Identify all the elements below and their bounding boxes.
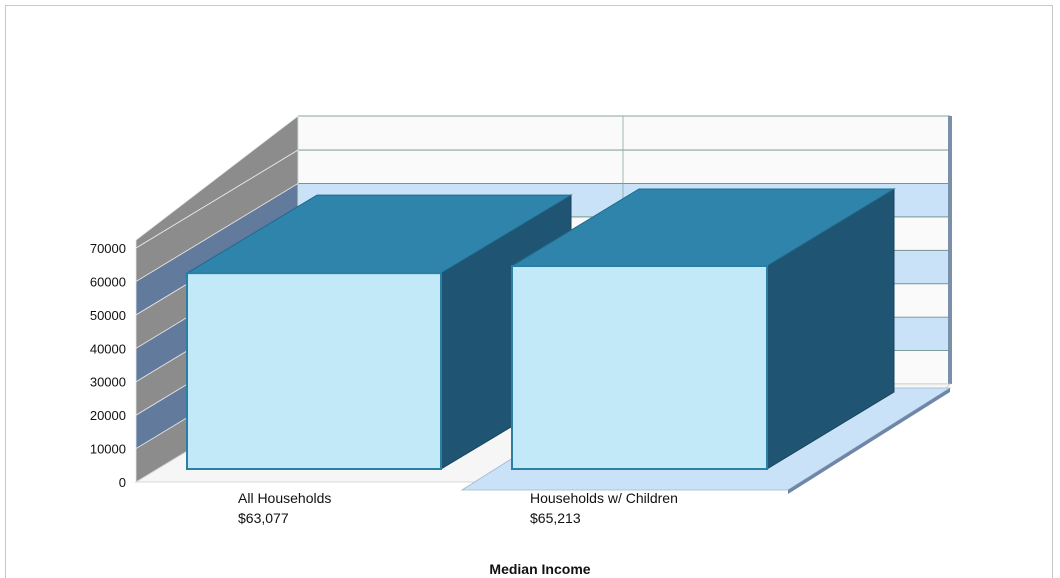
back-wall-edge: [948, 116, 952, 384]
x-category-value-label: $65,213: [530, 510, 581, 526]
x-axis-categories: All Households $63,077 Households w/ Child…: [238, 490, 678, 526]
y-tick-label: 40000: [90, 341, 126, 356]
x-axis-title: Median Income: [489, 561, 590, 577]
y-tick-label: 50000: [90, 308, 126, 323]
bar-1: [510, 188, 896, 470]
x-category-label: All Households: [238, 490, 331, 506]
x-category-value-label: $63,077: [238, 510, 289, 526]
chart-bars: [185, 188, 896, 471]
y-tick-label: 30000: [90, 375, 126, 390]
y-axis-ticks: 0 10000 20000 30000 40000 50000 60000 70000: [90, 241, 126, 490]
back-wall-band: [297, 115, 951, 151]
back-wall-band: [297, 149, 951, 184]
y-tick-label: 70000: [90, 241, 126, 256]
y-tick-label: 0: [119, 475, 126, 490]
x-category-label: Households w/ Children: [530, 490, 678, 506]
y-tick-label: 60000: [90, 274, 126, 289]
y-tick-label: 10000: [90, 442, 126, 457]
bar-floor-shadow-edge: [788, 388, 950, 494]
bar-front: [186, 272, 442, 471]
left-wall-band: [135, 115, 299, 249]
y-tick-label: 20000: [90, 408, 126, 423]
bar-front: [511, 265, 768, 470]
